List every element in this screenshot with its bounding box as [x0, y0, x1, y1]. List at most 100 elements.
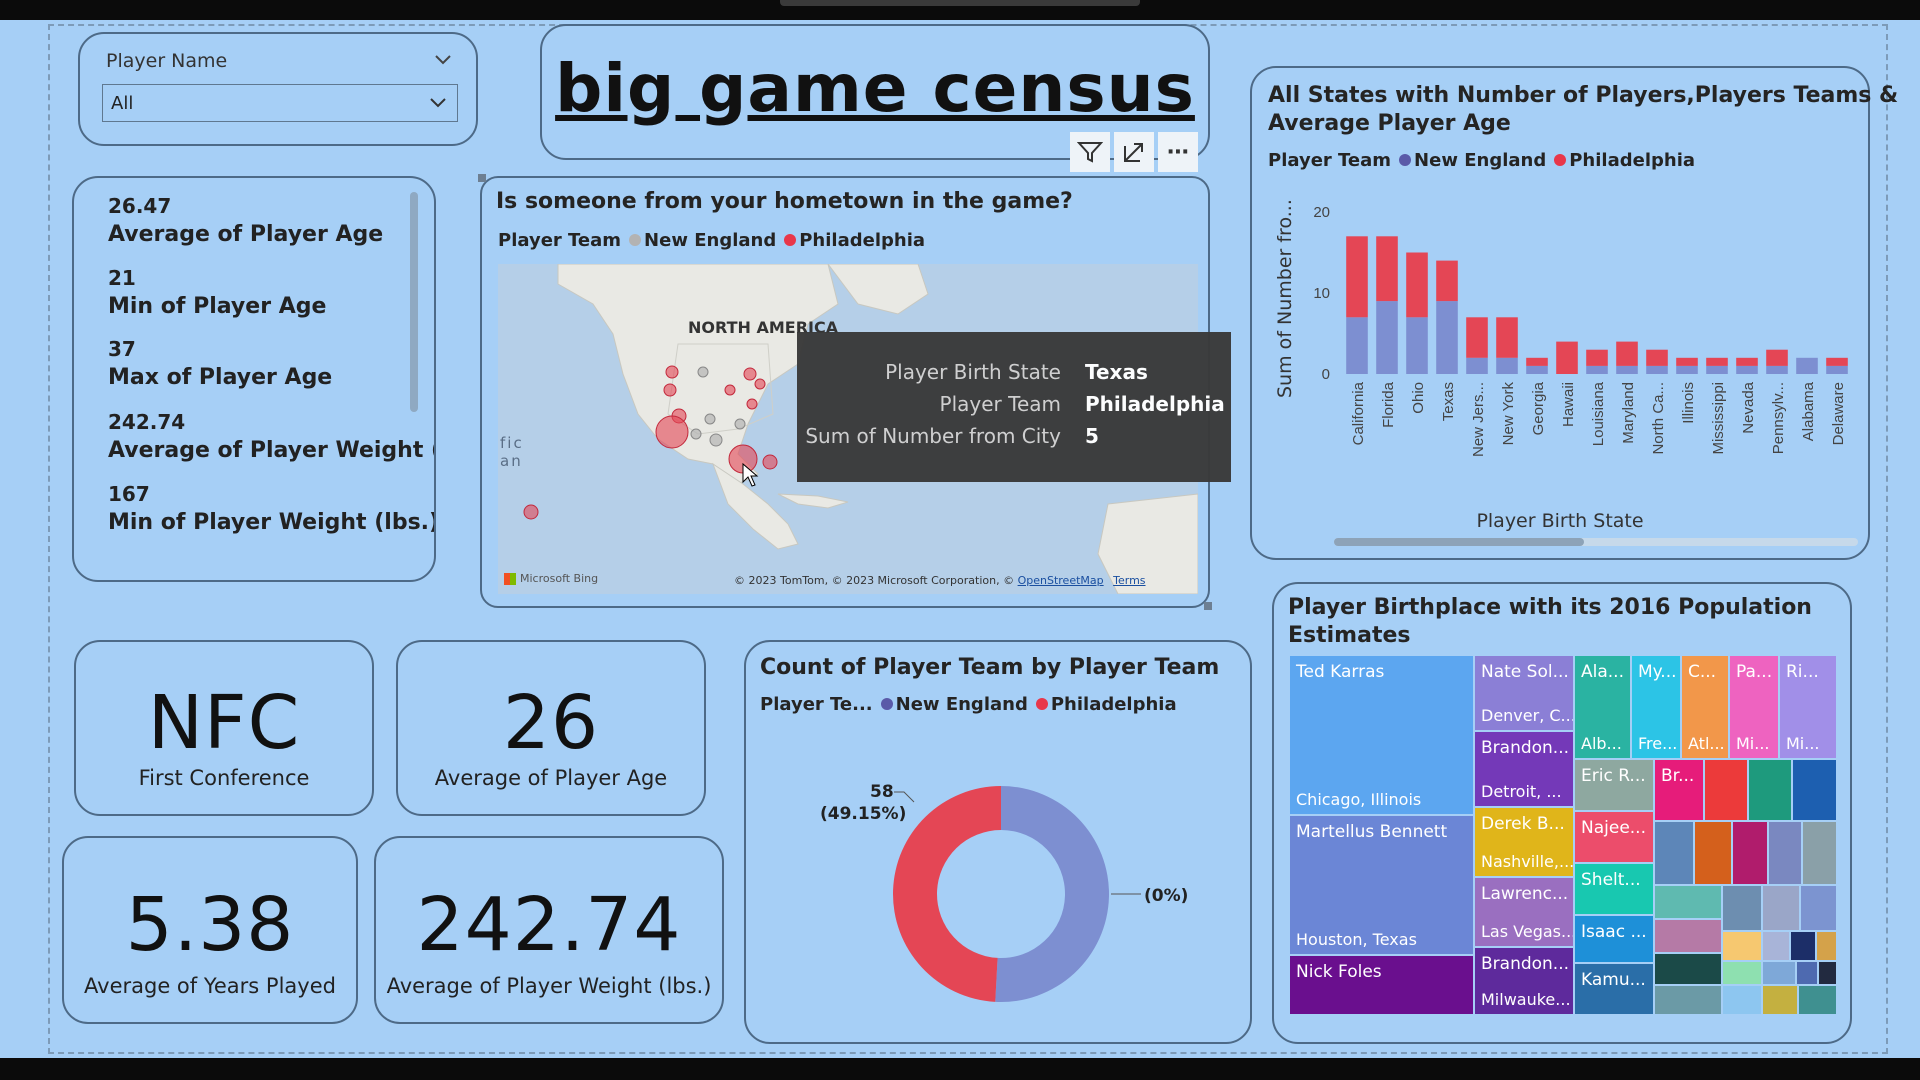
bar-segment[interactable]: [1826, 365, 1848, 374]
bar-segment[interactable]: [1406, 252, 1428, 318]
treemap-tile[interactable]: [1763, 986, 1799, 1016]
stat-label: Average of Player Weight (...: [108, 438, 436, 463]
treemap-tile[interactable]: C... Atl...: [1682, 656, 1730, 760]
bar-segment[interactable]: [1706, 365, 1728, 374]
bar-segment[interactable]: [1766, 349, 1788, 366]
legend-item-philadelphia[interactable]: Philadelphia: [1035, 694, 1177, 715]
treemap-tile[interactable]: [1705, 760, 1749, 822]
bar-segment[interactable]: [1616, 341, 1638, 366]
treemap-tile[interactable]: [1803, 822, 1838, 886]
bar-segment[interactable]: [1466, 357, 1488, 374]
legend-item-philadelphia[interactable]: Philadelphia: [784, 230, 925, 251]
bar-segment[interactable]: [1436, 260, 1458, 302]
x-tick-label: Ohio: [1410, 382, 1427, 414]
bar-segment[interactable]: [1736, 365, 1758, 374]
slicer-collapse-chevron-icon[interactable]: [434, 54, 452, 66]
bar-segment[interactable]: [1646, 365, 1668, 374]
treemap-tile[interactable]: Najee...: [1575, 812, 1655, 864]
scrollbar-thumb[interactable]: [1334, 538, 1584, 546]
treemap-tile[interactable]: Pa... Mi...: [1730, 656, 1780, 760]
bar-segment[interactable]: [1346, 317, 1368, 374]
donut-slice[interactable]: [893, 786, 1001, 1002]
treemap-tile[interactable]: [1793, 760, 1838, 822]
treemap-tile[interactable]: [1723, 986, 1763, 1016]
bar-segment[interactable]: [1406, 317, 1428, 374]
bar-segment[interactable]: [1826, 357, 1848, 366]
treemap-tile[interactable]: [1733, 822, 1769, 886]
treemap-tile[interactable]: Ted Karras Chicago, Illinois: [1290, 656, 1475, 816]
treemap-tile[interactable]: [1801, 886, 1838, 932]
bar-segment[interactable]: [1346, 236, 1368, 318]
bar-segment[interactable]: [1496, 317, 1518, 358]
bar-segment[interactable]: [1616, 365, 1638, 374]
treemap-tile[interactable]: Eric R...: [1575, 760, 1655, 812]
treemap-tile[interactable]: [1763, 932, 1791, 962]
treemap-tile[interactable]: [1769, 822, 1803, 886]
treemap-tile[interactable]: [1763, 962, 1797, 986]
treemap-tile[interactable]: [1655, 986, 1723, 1016]
bar-segment[interactable]: [1706, 357, 1728, 366]
treemap-tile[interactable]: Brandon... Milwauke...: [1475, 948, 1575, 1016]
bar-segment[interactable]: [1736, 357, 1758, 366]
treemap-tile[interactable]: [1655, 920, 1723, 954]
resize-handle[interactable]: [478, 174, 486, 182]
bar-segment[interactable]: [1556, 341, 1578, 374]
treemap-tile[interactable]: [1797, 962, 1819, 986]
bar-segment[interactable]: [1766, 365, 1788, 374]
legend-item-new-england[interactable]: New England: [1399, 150, 1546, 171]
bar-segment[interactable]: [1796, 357, 1818, 374]
bar-segment[interactable]: [1526, 357, 1548, 366]
terms-link[interactable]: Terms: [1113, 574, 1146, 587]
treemap-tile[interactable]: Br...: [1655, 760, 1705, 822]
bar-segment[interactable]: [1676, 365, 1698, 374]
bar-segment[interactable]: [1376, 236, 1398, 302]
slicer-dropdown[interactable]: All: [102, 84, 458, 122]
treemap-tile[interactable]: Ala... Alb...: [1575, 656, 1632, 760]
more-options-icon[interactable]: ⋯: [1158, 132, 1198, 172]
treemap-tile[interactable]: [1749, 760, 1793, 822]
treemap-tile[interactable]: Lawrenc... Las Vegas...: [1475, 878, 1575, 948]
treemap-tile[interactable]: [1763, 886, 1801, 932]
treemap-tile[interactable]: [1723, 962, 1763, 986]
treemap-tile[interactable]: Nate Sol... Denver, C...: [1475, 656, 1575, 732]
bar-segment[interactable]: [1436, 301, 1458, 374]
bar-segment[interactable]: [1676, 357, 1698, 366]
donut-slice[interactable]: [995, 786, 1110, 1002]
filter-icon[interactable]: [1070, 132, 1110, 172]
resize-handle[interactable]: [1204, 602, 1212, 610]
treemap-tile[interactable]: Brandon... Detroit, ...: [1475, 732, 1575, 808]
bar-segment[interactable]: [1586, 349, 1608, 366]
treemap-tile[interactable]: [1695, 822, 1733, 886]
treemap-tile[interactable]: [1799, 986, 1838, 1016]
legend-item-new-england[interactable]: New England: [880, 694, 1028, 715]
treemap-tile[interactable]: Ri... Mi...: [1780, 656, 1838, 760]
treemap-tile[interactable]: [1655, 822, 1695, 886]
bar-segment[interactable]: [1586, 365, 1608, 374]
treemap-tile[interactable]: My... Fre...: [1632, 656, 1682, 760]
treemap-tile[interactable]: Kamu...: [1575, 964, 1655, 1016]
bar-segment[interactable]: [1526, 365, 1548, 374]
bar-segment[interactable]: [1646, 349, 1668, 366]
treemap-tile[interactable]: Isaac ...: [1575, 916, 1655, 964]
treemap-tile[interactable]: Nick Foles: [1290, 956, 1475, 1016]
scrollbar[interactable]: [410, 192, 418, 412]
bar-segment[interactable]: [1376, 301, 1398, 374]
treemap-tile[interactable]: [1817, 932, 1838, 962]
legend-item-philadelphia[interactable]: Philadelphia: [1554, 150, 1695, 171]
openstreetmap-link[interactable]: OpenStreetMap: [1017, 574, 1104, 587]
treemap-tile[interactable]: Shelt...: [1575, 864, 1655, 916]
treemap-tile[interactable]: Derek B... Nashville,...: [1475, 808, 1575, 878]
treemap-tile[interactable]: [1791, 932, 1817, 962]
treemap-tile[interactable]: [1723, 932, 1763, 962]
treemap-area: Ted Karras Chicago, Illinois Martellus Be…: [1290, 656, 1838, 1016]
treemap-tile[interactable]: Martellus Bennett Houston, Texas: [1290, 816, 1475, 956]
horizontal-scrollbar[interactable]: [1334, 538, 1858, 546]
legend-item-new-england[interactable]: New England: [629, 230, 776, 251]
treemap-tile[interactable]: [1655, 954, 1723, 986]
treemap-tile[interactable]: [1819, 962, 1838, 986]
treemap-tile[interactable]: [1655, 886, 1723, 920]
bar-segment[interactable]: [1496, 357, 1518, 374]
treemap-tile[interactable]: [1723, 886, 1763, 932]
focus-mode-icon[interactable]: [1114, 132, 1154, 172]
bar-segment[interactable]: [1466, 317, 1488, 358]
